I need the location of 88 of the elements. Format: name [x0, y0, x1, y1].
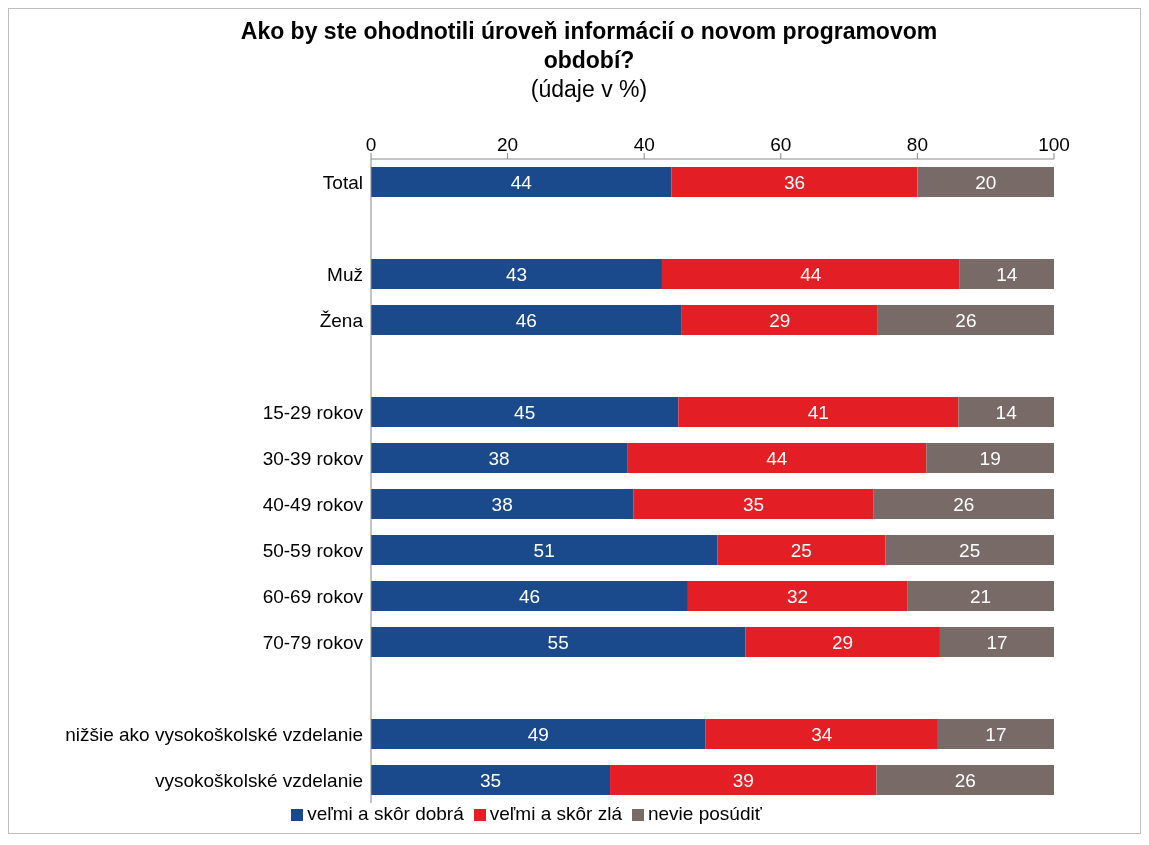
data-label: 14 — [996, 263, 1018, 285]
y-tick-label: 30-39 rokov — [262, 447, 364, 469]
bar — [917, 167, 1054, 197]
bar — [371, 443, 628, 473]
data-label: 21 — [970, 585, 992, 607]
bar — [958, 397, 1054, 427]
bar — [681, 305, 878, 335]
data-label: 38 — [488, 447, 510, 469]
bar — [705, 719, 938, 749]
bar — [371, 259, 662, 289]
x-tick-label: 40 — [633, 134, 655, 155]
bar — [671, 167, 918, 197]
data-label: 44 — [766, 447, 788, 469]
bar — [371, 765, 611, 795]
data-label: 36 — [783, 171, 806, 193]
bar — [876, 765, 1054, 795]
data-label: 19 — [979, 447, 1001, 469]
x-tick-label: 20 — [497, 134, 519, 155]
y-tick-label: 40-49 rokov — [262, 493, 364, 515]
data-label: 32 — [786, 585, 809, 607]
bar — [959, 259, 1054, 289]
bar — [873, 489, 1054, 519]
data-label: 17 — [986, 631, 1008, 653]
bar — [717, 535, 886, 565]
data-label: 26 — [955, 309, 977, 331]
legend-label: veľmi a skôr zlá — [489, 803, 622, 824]
chart-subtitle: (údaje v %) — [529, 75, 649, 104]
data-label: 55 — [547, 631, 569, 653]
data-label: 43 — [505, 263, 528, 285]
data-label: 25 — [959, 539, 981, 561]
y-tick-label: 60-69 rokov — [262, 585, 364, 607]
y-tick-label: 50-59 rokov — [262, 539, 364, 561]
x-tick-label: 60 — [770, 134, 792, 155]
bar — [661, 259, 960, 289]
x-tick-label: 80 — [906, 134, 928, 155]
bar — [885, 535, 1054, 565]
bar — [627, 443, 927, 473]
data-label: 44 — [510, 171, 533, 193]
data-label: 29 — [832, 631, 854, 653]
data-label: 20 — [975, 171, 997, 193]
bar — [371, 627, 746, 657]
data-label: 35 — [742, 493, 765, 515]
bar — [678, 397, 959, 427]
data-label: 45 — [514, 401, 536, 423]
data-label: 29 — [769, 309, 791, 331]
data-label: 46 — [515, 309, 537, 331]
data-label: 46 — [518, 585, 541, 607]
y-tick-label: 15-29 rokov — [262, 401, 364, 423]
data-label: 35 — [479, 769, 502, 791]
data-label: 17 — [985, 723, 1007, 745]
y-tick-label: Muž — [327, 263, 363, 285]
data-label: 44 — [800, 263, 822, 285]
bar — [687, 581, 908, 611]
data-label: 14 — [995, 401, 1018, 423]
data-label: 25 — [790, 539, 812, 561]
y-tick-label: nižšie ako vysokoškolské vzdelanie — [65, 723, 363, 745]
bar — [926, 443, 1054, 473]
data-label: 51 — [533, 539, 555, 561]
bar — [371, 719, 706, 749]
data-label: 34 — [811, 723, 833, 745]
y-tick-label: vysokoškolské vzdelanie — [154, 769, 363, 791]
data-label: 26 — [954, 769, 976, 791]
y-tick-label: Žena — [319, 309, 364, 331]
legend-label: veľmi a skôr dobrá — [307, 803, 464, 824]
bar — [745, 627, 940, 657]
bar — [633, 489, 874, 519]
bar — [907, 581, 1054, 611]
y-tick-label: 70-79 rokov — [262, 631, 364, 653]
data-label: 38 — [491, 493, 513, 515]
data-label: 41 — [807, 401, 829, 423]
bar — [939, 627, 1054, 657]
x-tick-label: 0 — [365, 134, 377, 155]
bar — [371, 305, 682, 335]
data-label: 26 — [953, 493, 975, 515]
y-tick-label: Total — [322, 171, 363, 193]
bar — [371, 489, 634, 519]
data-label: 49 — [527, 723, 549, 745]
bar — [371, 397, 679, 427]
data-label: 39 — [732, 769, 754, 791]
chart-title: Ako by ste ohodnotili úroveň informácií o novom programovom období? — [239, 17, 939, 75]
bar — [371, 581, 688, 611]
bar — [610, 765, 877, 795]
legend-label: nevie posúdiť — [647, 803, 762, 824]
bar — [937, 719, 1054, 749]
bar — [877, 305, 1054, 335]
bar — [371, 167, 672, 197]
bar — [371, 535, 718, 565]
x-tick-label: 100 — [1038, 134, 1070, 155]
